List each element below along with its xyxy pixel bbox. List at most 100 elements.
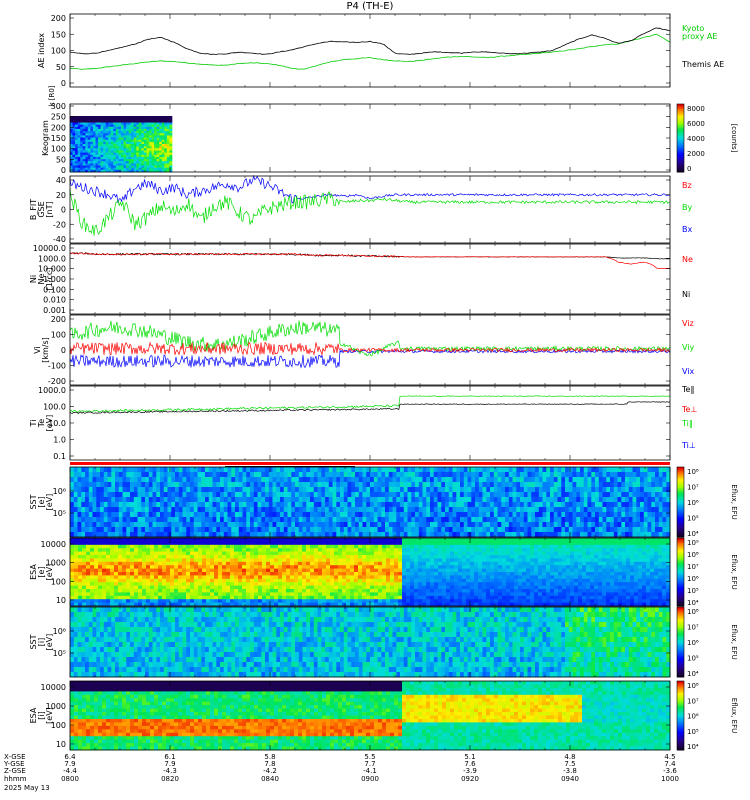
heatmap-cell [523, 522, 528, 528]
heatmap-cell [565, 487, 570, 493]
heatmap-cell [202, 561, 207, 566]
heatmap-cell [162, 548, 167, 552]
heatmap-cell [295, 507, 300, 513]
heatmap-cell [133, 512, 138, 518]
heatmap-cell [72, 116, 76, 119]
heatmap-cell [118, 582, 123, 586]
heatmap-cell [141, 128, 145, 132]
heatmap-cell [441, 502, 446, 508]
heatmap-cell [214, 595, 219, 600]
heatmap-cell [77, 122, 81, 126]
heatmap-cell [108, 128, 112, 132]
heatmap-cell [576, 522, 581, 528]
heatmap-cell [430, 472, 435, 478]
heatmap-cell [118, 128, 122, 132]
heatmap-cell [310, 492, 315, 498]
heatmap-cell [278, 558, 283, 563]
heatmap-cell [632, 492, 637, 498]
heatmap-cell [226, 602, 231, 607]
heatmap-cell [110, 161, 114, 164]
heatmap-cell [388, 517, 393, 523]
heatmap-cell [422, 477, 427, 483]
heatmap-cell [258, 582, 263, 586]
heatmap-cell [138, 133, 142, 136]
heatmap-cell [456, 507, 461, 513]
heatmap-cell [114, 582, 119, 586]
heatmap-cell [266, 572, 271, 576]
heatmap-cell [222, 592, 227, 597]
heatmap-cell [143, 126, 147, 130]
heatmap-cell [170, 582, 175, 586]
heatmap-cell [126, 163, 129, 166]
heatmap-cell [121, 116, 124, 119]
heatmap-cell [632, 512, 637, 518]
heatmap-cell [531, 527, 536, 533]
heatmap-cell [591, 527, 596, 533]
heatmap-cell [493, 532, 498, 538]
heatmap-cell [90, 575, 95, 580]
heatmap-cell [242, 602, 247, 607]
heatmap-cell [636, 497, 641, 503]
heatmap-cell [102, 592, 107, 597]
heatmap-cell [658, 497, 663, 503]
heatmap-cell [90, 582, 95, 586]
heatmap-cell [426, 517, 431, 523]
heatmap-cell [151, 159, 155, 162]
heatmap-cell [501, 532, 506, 538]
heatmap-cell [87, 150, 91, 154]
heatmap-cell [591, 492, 596, 498]
heatmap-cell [377, 477, 382, 483]
colorbar-cell [677, 134, 684, 137]
heatmap-cell [426, 512, 431, 518]
heatmap-cell [115, 126, 119, 130]
heatmap-cell [643, 512, 648, 518]
heatmap-cell [392, 512, 397, 518]
heatmap-cell [133, 154, 137, 158]
heatmap-cell [170, 578, 175, 583]
heatmap-cell [441, 477, 446, 483]
heatmap-cell [283, 527, 288, 533]
heatmap-cell [475, 532, 480, 538]
heatmap-cell [121, 124, 124, 128]
heatmap-cell [231, 502, 236, 508]
heatmap-cell [88, 502, 93, 508]
heatmap-cell [258, 568, 263, 573]
heatmap-cell [254, 595, 259, 600]
heatmap-cell [94, 548, 99, 552]
heatmap-cell [103, 120, 107, 123]
heatmap-cell [422, 482, 427, 488]
heatmap-cell [149, 135, 152, 138]
heatmap-cell [226, 595, 231, 600]
heatmap-cell [441, 487, 446, 493]
heatmap-cell [115, 165, 119, 169]
heatmap-cell [141, 131, 145, 134]
heatmap-cell [77, 135, 81, 138]
heatmap-cell [118, 163, 122, 166]
heatmap-cell [242, 551, 247, 556]
heatmap-cell [121, 159, 124, 162]
heatmap-cell [272, 497, 277, 503]
heatmap-cell [126, 497, 131, 503]
heatmap-cell [156, 472, 161, 478]
heatmap-cell [158, 589, 163, 593]
heatmap-cell [102, 541, 107, 546]
heatmap-cell [325, 467, 330, 473]
heatmap-cell [93, 131, 96, 134]
heatmap-cell [606, 487, 611, 493]
heatmap-cell [70, 572, 75, 576]
heatmap-cell [128, 156, 132, 160]
heatmap-cell [72, 133, 76, 136]
heatmap-cell [226, 599, 231, 603]
heatmap-cell [166, 565, 171, 569]
legend-entry: By [682, 203, 692, 212]
heatmap-cell [366, 502, 371, 508]
heatmap-cell [152, 487, 157, 493]
heatmap-cell [138, 575, 143, 580]
heatmap-cell [82, 137, 86, 141]
heatmap-cell [238, 538, 243, 542]
heatmap-cell [105, 144, 109, 147]
heatmap-cell [77, 167, 81, 171]
heatmap-cell [460, 492, 465, 498]
heatmap-cell [226, 582, 231, 586]
heatmap-cell [471, 522, 476, 528]
